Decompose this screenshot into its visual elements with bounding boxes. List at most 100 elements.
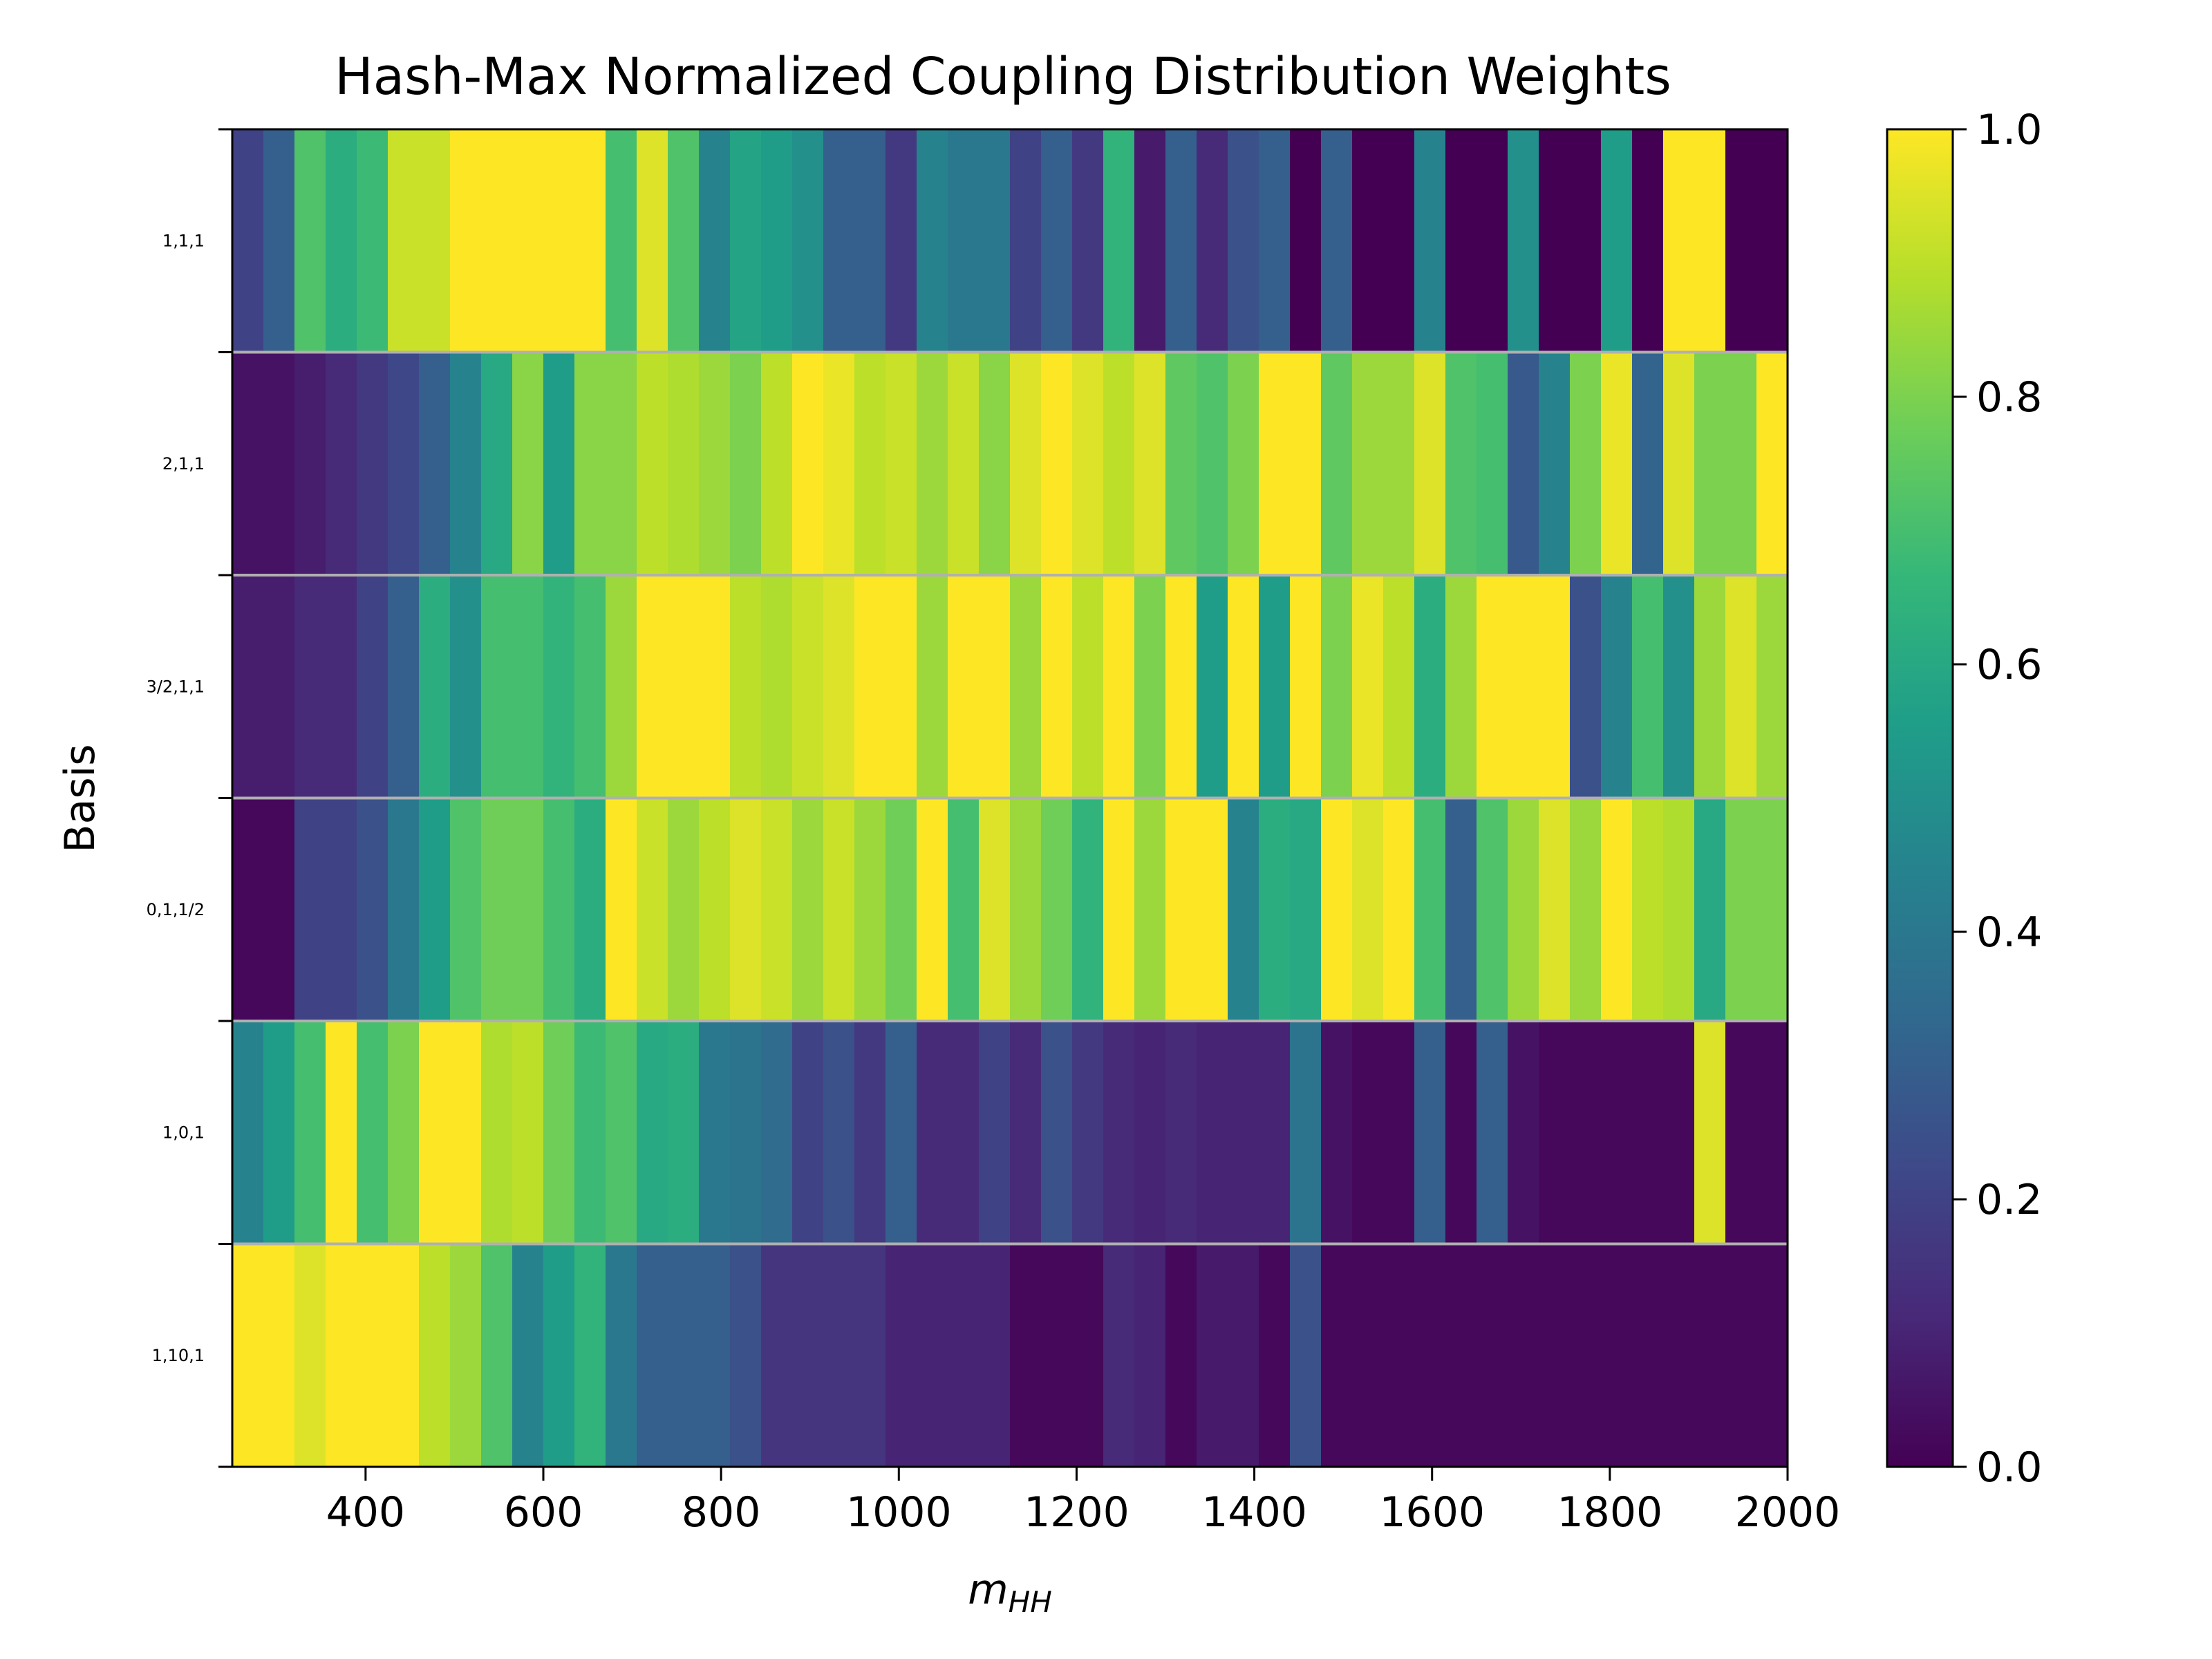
heatmap-cell bbox=[419, 129, 451, 353]
heatmap-cell bbox=[1197, 129, 1228, 353]
x-tick-label: 600 bbox=[504, 1488, 583, 1537]
colorbar-tick-label: 0.8 bbox=[1976, 373, 2042, 422]
heatmap-cell bbox=[263, 798, 295, 1022]
heatmap-cell bbox=[1197, 798, 1228, 1022]
heatmap-cell bbox=[1725, 129, 1757, 353]
heatmap-cell bbox=[1259, 1021, 1291, 1245]
heatmap-cell bbox=[1383, 1244, 1415, 1468]
heatmap-cell bbox=[543, 1021, 575, 1245]
heatmap-cell bbox=[1383, 575, 1415, 799]
heatmap-cell bbox=[948, 352, 980, 576]
heatmap-cell bbox=[1259, 798, 1291, 1022]
heatmap-cell bbox=[1103, 1021, 1135, 1245]
heatmap-cell bbox=[823, 1021, 855, 1245]
heatmap-cell bbox=[481, 129, 513, 353]
heatmap-cell bbox=[1321, 1244, 1353, 1468]
heatmap-cell bbox=[979, 1021, 1011, 1245]
heatmap-cell bbox=[232, 798, 264, 1022]
heatmap-cell bbox=[1414, 1021, 1446, 1245]
heatmap-cell bbox=[699, 1021, 731, 1245]
heatmap-cell bbox=[1352, 1244, 1384, 1468]
heatmap-cell bbox=[1725, 798, 1757, 1022]
heatmap-cell bbox=[450, 1021, 482, 1245]
heatmap-cell bbox=[1352, 352, 1384, 576]
heatmap-cell bbox=[388, 129, 420, 353]
heatmap-cell bbox=[512, 575, 544, 799]
heatmap-cell bbox=[823, 798, 855, 1022]
heatmap-cell bbox=[1228, 129, 1259, 353]
heatmap-cell bbox=[1508, 1244, 1539, 1468]
heatmap-cell bbox=[1663, 798, 1695, 1022]
heatmap-cell bbox=[948, 798, 980, 1022]
heatmap-cell bbox=[1321, 575, 1353, 799]
heatmap-cell bbox=[1508, 1021, 1539, 1245]
heatmap-cell bbox=[761, 1244, 793, 1468]
heatmap-cell bbox=[419, 1244, 451, 1468]
heatmap-cell bbox=[1477, 352, 1508, 576]
heatmap-cell bbox=[1445, 575, 1477, 799]
heatmap-cell bbox=[1383, 1021, 1415, 1245]
heatmap-cell bbox=[294, 1244, 326, 1468]
heatmap-cell bbox=[1539, 1244, 1571, 1468]
heatmap-cell bbox=[668, 798, 700, 1022]
x-tick-label: 1200 bbox=[1024, 1488, 1130, 1537]
heatmap-cell bbox=[1383, 798, 1415, 1022]
heatmap-cell bbox=[885, 1244, 917, 1468]
heatmap-cell bbox=[1259, 129, 1291, 353]
heatmap-cells bbox=[232, 129, 1788, 1468]
heatmap-cell bbox=[948, 129, 980, 353]
heatmap-cell bbox=[1414, 129, 1446, 353]
heatmap-cell bbox=[637, 352, 668, 576]
heatmap-cell bbox=[232, 1021, 264, 1245]
heatmap-cell bbox=[1010, 1244, 1042, 1468]
heatmap-cell bbox=[917, 1021, 948, 1245]
heatmap-cell bbox=[1010, 1021, 1042, 1245]
heatmap-cell bbox=[854, 1021, 886, 1245]
heatmap-cell bbox=[854, 352, 886, 576]
heatmap-cell bbox=[1290, 798, 1322, 1022]
heatmap-cell bbox=[1321, 352, 1353, 576]
heatmap-cell bbox=[699, 798, 731, 1022]
heatmap-cell bbox=[1352, 129, 1384, 353]
heatmap-cell bbox=[1663, 1021, 1695, 1245]
heatmap-cell bbox=[917, 798, 948, 1022]
heatmap-cell bbox=[885, 798, 917, 1022]
heatmap-cell bbox=[326, 1021, 357, 1245]
heatmap-cell bbox=[1228, 575, 1259, 799]
heatmap-cell bbox=[885, 1021, 917, 1245]
heatmap-cell bbox=[1259, 575, 1291, 799]
heatmap-cell bbox=[543, 129, 575, 353]
heatmap-cell bbox=[1725, 1244, 1757, 1468]
heatmap-cell bbox=[512, 129, 544, 353]
heatmap-cell bbox=[1290, 352, 1322, 576]
heatmap-cell bbox=[294, 352, 326, 576]
heatmap-cell bbox=[1259, 352, 1291, 576]
heatmap-cell bbox=[1601, 575, 1633, 799]
heatmap-cell bbox=[1134, 798, 1166, 1022]
heatmap-cell bbox=[792, 1244, 824, 1468]
heatmap-cell bbox=[1570, 1021, 1602, 1245]
x-tick-label: 800 bbox=[682, 1488, 761, 1537]
heatmap-cell bbox=[1103, 575, 1135, 799]
colorbar-tick-label: 0.6 bbox=[1976, 641, 2042, 689]
heatmap-cell bbox=[512, 798, 544, 1022]
heatmap-cell bbox=[1383, 352, 1415, 576]
heatmap-cell bbox=[1103, 129, 1135, 353]
heatmap-cell bbox=[294, 129, 326, 353]
heatmap-cell bbox=[1632, 575, 1664, 799]
heatmap-cell bbox=[606, 1244, 637, 1468]
heatmap-cell bbox=[1508, 129, 1539, 353]
heatmap-cell bbox=[263, 1244, 295, 1468]
heatmap-cell bbox=[263, 1021, 295, 1245]
heatmap-cell bbox=[1041, 1244, 1073, 1468]
heatmap-cell bbox=[1694, 798, 1726, 1022]
y-axis-ticks: 1,1,1 2,1,1 3/2,1,1 0,1,1/2 1,0,1 1,10,1 bbox=[147, 128, 232, 1468]
heatmap-cell bbox=[1352, 1021, 1384, 1245]
heatmap-cell bbox=[1290, 129, 1322, 353]
heatmap-cell bbox=[1041, 1021, 1073, 1245]
heatmap-cell bbox=[1477, 575, 1508, 799]
heatmap-cell bbox=[419, 1021, 451, 1245]
colorbar-tick-label: 0.4 bbox=[1976, 908, 2042, 957]
heatmap-cell bbox=[357, 575, 388, 799]
